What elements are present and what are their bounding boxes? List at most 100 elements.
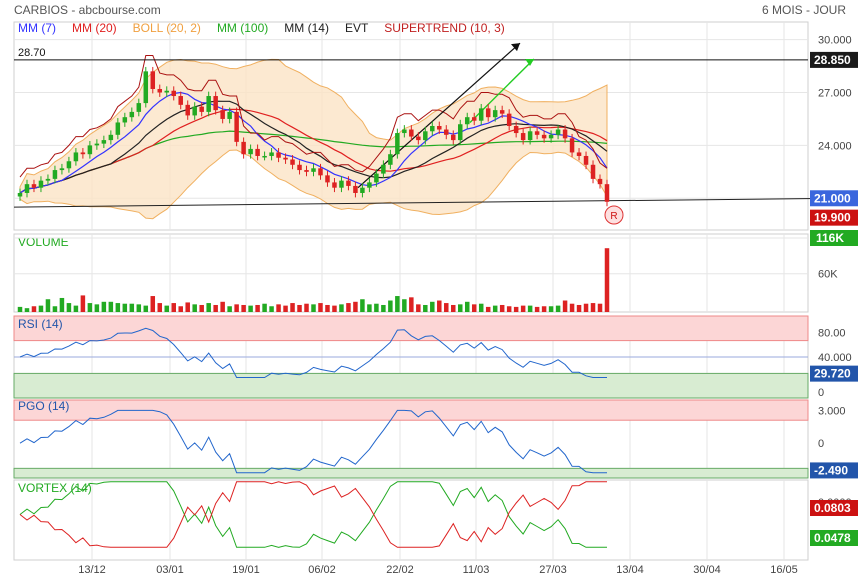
volume-bar <box>590 303 596 312</box>
candle-body <box>31 184 37 188</box>
candle-body <box>241 141 246 155</box>
candle-body <box>59 168 65 171</box>
candle-body <box>248 148 253 155</box>
volume-title: VOLUME <box>18 235 69 249</box>
volume-bar <box>360 299 365 312</box>
rsi-tick-label: 80.00 <box>818 327 846 339</box>
candle-body <box>388 154 393 165</box>
volume-bar <box>339 304 344 312</box>
candle-body <box>353 185 358 193</box>
rating-marker[interactable] <box>604 205 624 225</box>
volume-bar <box>520 305 526 312</box>
volume-bar <box>367 304 372 312</box>
volume-bar <box>395 296 400 312</box>
legend-item[interactable]: SUPERTREND (10, 3) <box>384 21 504 35</box>
evt-arrowhead-green <box>525 59 534 67</box>
pgo-tick-label: 3.000 <box>818 405 846 417</box>
candle-body <box>360 187 365 193</box>
pgo-tag-label: -2.490 <box>814 463 848 477</box>
volume-bar <box>604 248 610 312</box>
volume-bar <box>45 299 51 312</box>
candle-body <box>80 152 86 155</box>
candle-body <box>150 71 156 89</box>
x-tick-label: 13/12 <box>78 564 106 576</box>
chart-period-selector[interactable]: 6 MOIS - JOUR <box>761 3 846 17</box>
volume-bar <box>402 299 407 312</box>
vortex-minus-line <box>19 481 607 548</box>
candle-body <box>555 129 561 135</box>
pgo-tag-box <box>810 462 858 479</box>
pgo-tick-label: 0 <box>818 438 824 450</box>
price-tag-label: 28.850 <box>814 53 851 67</box>
rsi-title: RSI (14) <box>18 317 63 331</box>
candle-body <box>458 124 463 141</box>
candle-body <box>185 104 190 116</box>
candle-body <box>437 126 442 130</box>
volume-tick-label: 60K <box>818 269 838 281</box>
candle-body <box>597 178 603 185</box>
candle-body <box>548 134 554 139</box>
panel-vx-frame <box>13 479 809 561</box>
candle-body <box>506 113 512 126</box>
volume-bar <box>297 304 302 312</box>
x-tick-label: 30/04 <box>693 564 721 576</box>
volume-tag-box <box>810 230 858 246</box>
volume-bar <box>171 303 176 312</box>
candle-body <box>311 168 316 172</box>
resistance-label: 28.70 <box>18 47 46 59</box>
volume-bar <box>101 301 107 312</box>
candle-body <box>513 126 519 134</box>
candle-body <box>171 90 176 97</box>
volume-bar <box>220 301 225 312</box>
volume-bar <box>534 306 540 312</box>
candle-body <box>129 111 135 118</box>
vortex-title: VORTEX (14) <box>18 481 92 495</box>
price-tag-label: 21.000 <box>814 191 851 205</box>
volume-bar <box>199 304 204 312</box>
legend-item[interactable]: BOLL (20, 2) <box>133 21 201 35</box>
volume-bar <box>499 304 505 312</box>
legend-item[interactable]: MM (20) <box>72 21 117 35</box>
support-trendline <box>13 197 839 208</box>
candle-body <box>471 117 477 121</box>
volume-bar <box>185 302 190 312</box>
candle-body <box>234 111 239 142</box>
volume-bar <box>269 306 274 312</box>
volume-bar <box>583 303 589 312</box>
volume-bar <box>416 304 421 312</box>
legend-item[interactable]: EVT <box>345 21 369 35</box>
candle-body <box>346 180 351 186</box>
candle-body <box>269 152 274 156</box>
x-tick-label: 16/05 <box>770 564 798 576</box>
candle-body <box>520 133 526 141</box>
candle-body <box>283 157 288 160</box>
volume-bar <box>346 303 351 312</box>
vortex-green-tag-box <box>810 530 858 546</box>
volume-bar <box>325 304 330 312</box>
candle-body <box>38 180 44 188</box>
volume-bar <box>122 303 128 312</box>
candle-body <box>199 106 204 112</box>
legend-item[interactable]: MM (7) <box>18 21 56 35</box>
pgo-upper-zone <box>13 399 809 421</box>
candle-body <box>325 175 330 183</box>
pgo-lower-zone <box>13 467 809 479</box>
price-tick-label: 24.000 <box>818 140 852 152</box>
x-tick-label: 11/03 <box>463 564 490 576</box>
volume-bar <box>444 303 449 312</box>
volume-bar <box>255 304 260 312</box>
legend-item[interactable]: MM (14) <box>284 21 329 35</box>
volume-bar <box>409 297 414 312</box>
volume-bar <box>115 303 121 312</box>
volume-bar <box>388 300 393 312</box>
candle-body <box>122 117 128 123</box>
pgo-title: PGO (14) <box>18 399 69 413</box>
rsi-overbought-zone <box>13 315 809 342</box>
x-tick-label: 03/01 <box>156 564 184 576</box>
candle-body <box>276 152 281 158</box>
legend-item[interactable]: MM (100) <box>217 21 268 35</box>
volume-bar <box>52 306 58 312</box>
candle-body <box>604 184 610 202</box>
candle-body <box>227 111 232 119</box>
